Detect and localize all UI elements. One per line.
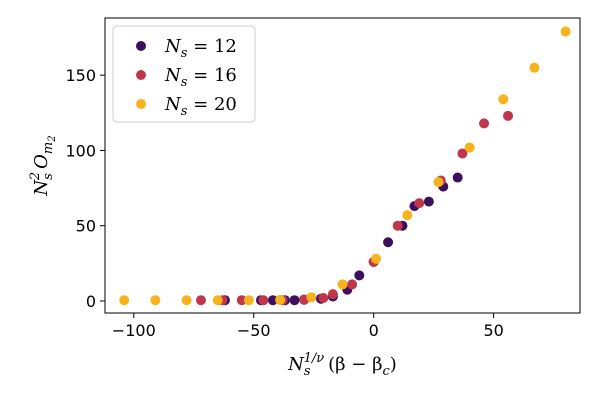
legend-marker xyxy=(136,70,146,80)
data-point xyxy=(498,94,509,105)
data-point xyxy=(119,295,130,306)
legend: Ns = 12 Ns = 16 Ns = 20 xyxy=(112,25,256,123)
legend-box xyxy=(112,25,256,123)
data-point xyxy=(181,295,192,306)
legend-item: Ns = 16 xyxy=(136,65,237,90)
data-point xyxy=(457,148,468,159)
data-point xyxy=(464,142,475,153)
data-point xyxy=(318,292,329,303)
data-point xyxy=(289,295,300,306)
legend-item: Ns = 12 xyxy=(136,36,237,61)
data-point xyxy=(452,172,463,183)
data-point xyxy=(243,295,254,306)
x-axis-label: Ns1/ν (β − βc) xyxy=(287,351,397,379)
data-point xyxy=(327,289,338,300)
y-tick-label: 50 xyxy=(76,217,96,236)
data-point xyxy=(503,110,514,121)
axis-ticks: −100 −50 0 50 0 50 100 150 xyxy=(65,66,503,340)
data-point xyxy=(414,198,425,209)
axis-labels: Ns1/ν (β − βc) Ns2Om2 xyxy=(28,135,397,379)
legend-marker xyxy=(136,99,146,109)
x-tick-label: 50 xyxy=(483,321,503,340)
legend-label: Ns = 16 xyxy=(164,65,237,90)
data-point xyxy=(479,118,490,129)
x-tick-label: −100 xyxy=(112,321,156,340)
data-point xyxy=(347,279,358,290)
data-point xyxy=(560,26,571,37)
data-point xyxy=(195,295,206,306)
data-point xyxy=(275,294,286,305)
y-tick-label: 0 xyxy=(86,292,96,311)
data-point xyxy=(306,292,317,303)
data-point xyxy=(392,220,403,231)
legend-item: Ns = 20 xyxy=(136,94,237,119)
data-point xyxy=(371,253,382,264)
y-tick-label: 100 xyxy=(65,141,96,160)
x-tick-label: 0 xyxy=(369,321,379,340)
data-point xyxy=(423,196,434,207)
legend-label: Ns = 20 xyxy=(164,94,237,119)
data-point xyxy=(236,295,247,306)
legend-label: Ns = 12 xyxy=(164,36,237,61)
data-point xyxy=(529,62,540,73)
data-point xyxy=(212,295,223,306)
plot-frame xyxy=(104,17,581,314)
data-point xyxy=(337,279,348,290)
data-point xyxy=(258,295,269,306)
data-point xyxy=(402,210,413,221)
series-3 xyxy=(119,26,571,306)
data-points xyxy=(119,26,571,306)
data-point xyxy=(150,295,161,306)
legend-marker xyxy=(136,41,146,51)
data-point xyxy=(433,177,444,188)
y-tick-label: 150 xyxy=(65,66,96,85)
data-point xyxy=(267,295,278,306)
data-point xyxy=(383,237,394,248)
data-point xyxy=(354,270,365,281)
y-axis-label: Ns2Om2 xyxy=(28,135,58,196)
x-tick-label: −50 xyxy=(237,321,271,340)
